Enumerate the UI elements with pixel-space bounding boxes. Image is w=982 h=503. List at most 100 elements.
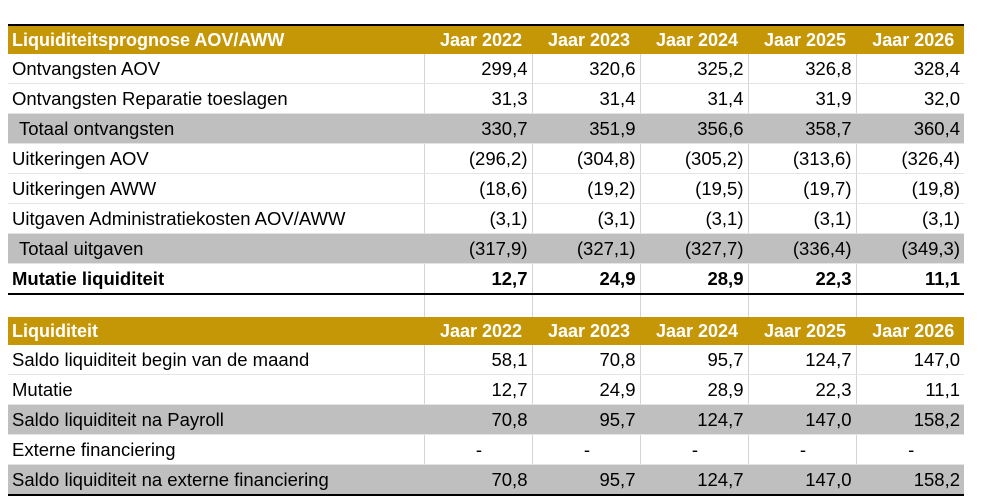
table-row: Saldo liquiditeit begin van de maand 58,1… [8, 345, 964, 375]
row-value: 95,7 [531, 404, 640, 435]
row-label: Saldo liquiditeit na Payroll [8, 404, 424, 435]
row-value: (19,5) [639, 173, 748, 204]
row-value: - [639, 434, 748, 465]
row-value: 12,7 [423, 263, 532, 295]
row-value: (3,1) [531, 203, 640, 234]
row-value: 325,2 [639, 54, 748, 84]
row-value: 70,8 [531, 345, 640, 375]
row-value: 360,4 [855, 113, 964, 144]
header-label: Liquiditeitsprognose AOV/AWW [8, 24, 424, 54]
row-value: 24,9 [531, 263, 640, 295]
row-value: 351,9 [531, 113, 640, 144]
table-row: Mutatie liquiditeit 12,7 24,9 28,9 22,3 11,1 [8, 263, 964, 295]
row-value: 326,8 [747, 54, 856, 84]
row-value: 124,7 [639, 404, 748, 435]
row-value: 320,6 [531, 54, 640, 84]
row-label: Saldo liquiditeit begin van de maand [8, 345, 424, 375]
row-value: 124,7 [747, 345, 856, 375]
row-value: (305,2) [639, 143, 748, 174]
row-value: 31,4 [531, 83, 640, 114]
row-value: 358,7 [747, 113, 856, 144]
row-label: Uitgaven Administratiekosten AOV/AWW [8, 203, 424, 234]
row-value: 330,7 [423, 113, 532, 144]
row-label: Externe financiering [8, 434, 424, 465]
row-value: 158,2 [855, 404, 964, 435]
row-value: 299,4 [423, 54, 532, 84]
row-label: Totaal ontvangsten [8, 113, 424, 144]
table-row: Uitkeringen AOV (296,2) (304,8) (305,2) (313… [8, 143, 964, 174]
row-value: 147,0 [855, 345, 964, 375]
row-value: (336,4) [747, 233, 856, 264]
row-value: 28,9 [639, 374, 748, 405]
row-value: (327,1) [531, 233, 640, 264]
row-value: (317,9) [423, 233, 532, 264]
row-value: 58,1 [423, 345, 532, 375]
row-label: Uitkeringen AOV [8, 143, 424, 174]
table-row: Ontvangsten AOV 299,4 320,6 325,2 326,8 328,4 [8, 54, 964, 84]
row-value: (19,7) [747, 173, 856, 204]
row-value: 31,3 [423, 83, 532, 114]
row-value: (18,6) [423, 173, 532, 204]
row-value: 147,0 [747, 404, 856, 435]
row-label: Totaal uitgaven [8, 233, 424, 264]
row-value: 124,7 [639, 464, 748, 496]
row-value: (327,7) [639, 233, 748, 264]
row-value: - [747, 434, 856, 465]
table-row: Mutatie 12,7 24,9 28,9 22,3 11,1 [8, 374, 964, 405]
row-value: (3,1) [855, 203, 964, 234]
header-label: Liquiditeit [8, 317, 424, 345]
header-year: Jaar 2025 [747, 317, 856, 345]
row-label: Ontvangsten Reparatie toeslagen [8, 83, 424, 114]
table-row: Externe financiering - - - - - [8, 434, 964, 465]
liquidity-forecast-table: Liquiditeitsprognose AOV/AWW Jaar 2022 Jaa… [8, 24, 964, 326]
row-label: Uitkeringen AWW [8, 173, 424, 204]
row-value: 95,7 [639, 345, 748, 375]
row-value: 95,7 [531, 464, 640, 496]
header-year: Jaar 2022 [423, 24, 532, 54]
table-row: Ontvangsten Reparatie toeslagen 31,3 31,4 3… [8, 83, 964, 114]
row-value: (313,6) [747, 143, 856, 174]
table-row: Uitgaven Administratiekosten AOV/AWW (3,1… [8, 203, 964, 234]
header-year: Jaar 2026 [855, 317, 964, 345]
row-value: 22,3 [747, 263, 856, 295]
header-year: Jaar 2023 [531, 317, 640, 345]
row-value: 70,8 [423, 464, 532, 496]
row-value: (326,4) [855, 143, 964, 174]
row-value: 158,2 [855, 464, 964, 496]
row-value: 28,9 [639, 263, 748, 295]
row-value: (304,8) [531, 143, 640, 174]
row-value: (3,1) [423, 203, 532, 234]
row-value: 31,4 [639, 83, 748, 114]
table-row: Totaal ontvangsten 330,7 351,9 356,6 358,7 36… [8, 113, 964, 144]
header-year: Jaar 2026 [855, 24, 964, 54]
row-value: - [855, 434, 964, 465]
table-row: Saldo liquiditeit na externe financierin… [8, 464, 964, 496]
row-value: 31,9 [747, 83, 856, 114]
row-value: - [423, 434, 532, 465]
row-value: 356,6 [639, 113, 748, 144]
header-year: Jaar 2024 [639, 24, 748, 54]
row-value: 22,3 [747, 374, 856, 405]
row-value: 11,1 [855, 263, 964, 295]
row-label: Ontvangsten AOV [8, 54, 424, 84]
row-label: Saldo liquiditeit na externe financierin… [8, 464, 424, 496]
row-value: - [531, 434, 640, 465]
header-year: Jaar 2023 [531, 24, 640, 54]
row-value: (19,2) [531, 173, 640, 204]
row-value: 32,0 [855, 83, 964, 114]
row-value: 70,8 [423, 404, 532, 435]
header-year: Jaar 2024 [639, 317, 748, 345]
row-value: 11,1 [855, 374, 964, 405]
header-year: Jaar 2025 [747, 24, 856, 54]
table-row: Saldo liquiditeit na Payroll 70,8 95,7 124,… [8, 404, 964, 435]
row-value: 24,9 [531, 374, 640, 405]
table-header-row: Liquiditeitsprognose AOV/AWW Jaar 2022 Jaa… [8, 24, 964, 54]
row-value: 147,0 [747, 464, 856, 496]
liquidity-balance-table: Liquiditeit Jaar 2022 Jaar 2023 Jaar 2024 Ja… [8, 317, 964, 496]
header-year: Jaar 2022 [423, 317, 532, 345]
row-label: Mutatie liquiditeit [8, 263, 424, 295]
table-header-row: Liquiditeit Jaar 2022 Jaar 2023 Jaar 2024 Ja… [8, 317, 964, 345]
row-value: (296,2) [423, 143, 532, 174]
row-value: (3,1) [639, 203, 748, 234]
row-value: (19,8) [855, 173, 964, 204]
